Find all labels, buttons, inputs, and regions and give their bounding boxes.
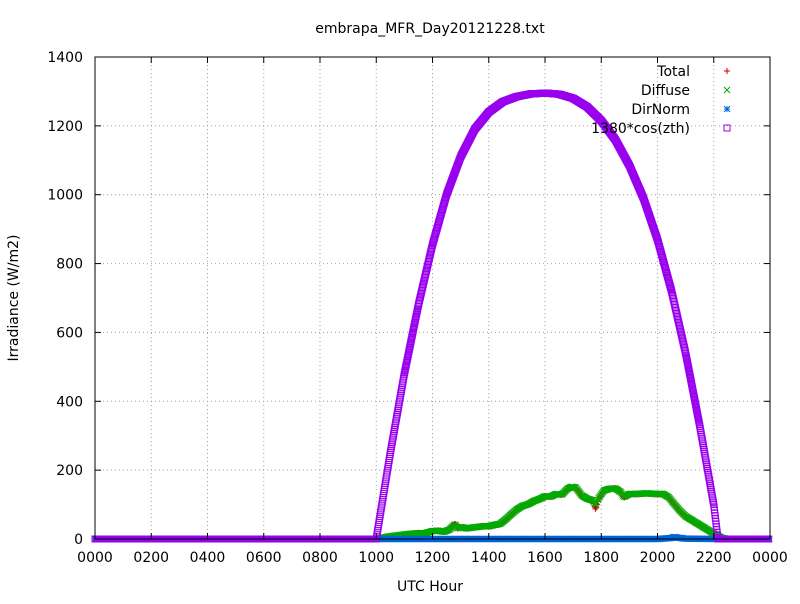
x-tick-label: 1400	[471, 550, 507, 566]
x-tick-label: 1200	[415, 550, 451, 566]
x-tick-label: 1000	[358, 550, 394, 566]
legend-marker	[724, 106, 730, 112]
y-tick-label: 400	[56, 394, 83, 410]
chart-title: embrapa_MFR_Day20121228.txt	[315, 21, 545, 37]
legend-label: 1380*cos(zth)	[591, 121, 690, 137]
y-tick-label: 800	[56, 257, 83, 273]
y-tick-label: 1400	[47, 50, 83, 66]
y-axis-label: Irradiance (W/m2)	[6, 235, 22, 362]
y-tick-label: 600	[56, 325, 83, 341]
x-tick-label: 0400	[190, 550, 226, 566]
x-tick-label: 0600	[246, 550, 282, 566]
x-tick-label: 2000	[640, 550, 676, 566]
y-tick-label: 1000	[47, 188, 83, 204]
x-tick-label: 0000	[752, 550, 788, 566]
x-tick-label: 0800	[302, 550, 338, 566]
legend-label: DirNorm	[631, 102, 690, 118]
x-tick-label: 1600	[527, 550, 563, 566]
x-tick-label: 1800	[583, 550, 619, 566]
legend-label: Total	[656, 64, 690, 80]
legend-label: Diffuse	[641, 83, 690, 99]
y-tick-label: 1200	[47, 119, 83, 135]
y-tick-label: 200	[56, 463, 83, 479]
x-tick-label: 2200	[696, 550, 732, 566]
x-tick-label: 0000	[77, 550, 113, 566]
x-tick-label: 0200	[133, 550, 169, 566]
y-tick-label: 0	[74, 532, 83, 548]
x-axis-label: UTC Hour	[397, 579, 463, 595]
